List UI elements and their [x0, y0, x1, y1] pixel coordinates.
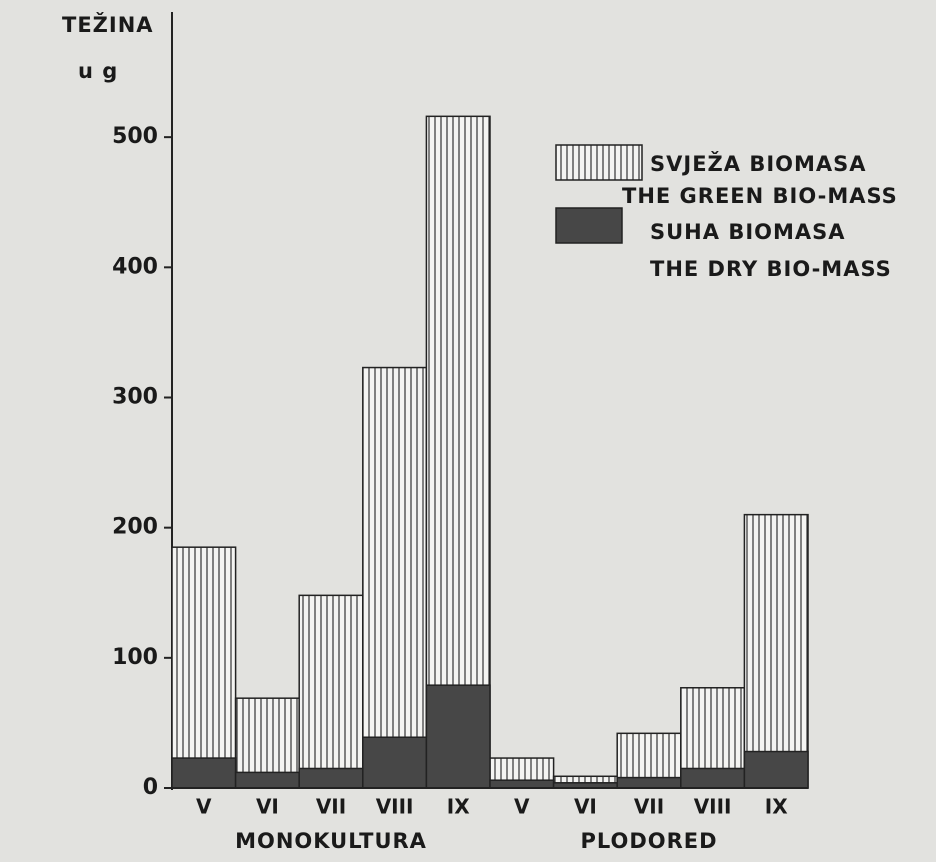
bar: [298, 767, 364, 789]
bar: [234, 771, 300, 789]
bar: [616, 776, 682, 789]
bar: [425, 115, 491, 789]
y-tick-label: 400: [112, 254, 158, 279]
x-tick-label: V: [196, 795, 212, 819]
y-axis-unit: u g: [78, 59, 118, 83]
y-tick-label: 500: [112, 124, 158, 149]
x-tick-label: VIII: [694, 795, 732, 819]
legend-swatch: [555, 144, 643, 181]
x-tick-label: VIII: [376, 795, 414, 819]
legend-label: SVJEŽA BIOMASA: [650, 151, 867, 176]
bar: [425, 684, 491, 789]
y-axis-label: TEŽINA: [62, 12, 154, 37]
bar: [680, 767, 746, 789]
bar: [171, 757, 237, 789]
y-tick-label: 100: [112, 645, 158, 670]
x-tick-label: VII: [316, 795, 346, 819]
group-label: MONOKULTURA: [235, 829, 427, 853]
bar: [171, 546, 237, 789]
y-tick-label: 0: [143, 775, 158, 800]
bar: [489, 779, 555, 789]
x-tick-label: VI: [574, 795, 597, 819]
x-tick-label: V: [514, 795, 530, 819]
bar: [743, 513, 809, 789]
x-tick-label: VII: [634, 795, 664, 819]
legend-label-en: THE DRY BIO-MASS: [650, 257, 892, 281]
x-tick-label: IX: [447, 795, 470, 819]
legend-label: SUHA BIOMASA: [650, 220, 846, 244]
bar: [743, 750, 809, 789]
bar: [298, 594, 364, 789]
legend-label-en: THE GREEN BIO-MASS: [622, 184, 898, 208]
bar: [362, 736, 428, 789]
legend-swatch: [555, 207, 623, 244]
y-tick-label: 200: [112, 515, 158, 540]
y-tick-label: 300: [112, 384, 158, 409]
x-tick-label: VI: [256, 795, 279, 819]
x-tick-label: IX: [765, 795, 788, 819]
group-label: PLODORED: [580, 829, 717, 853]
bar: [362, 366, 428, 789]
